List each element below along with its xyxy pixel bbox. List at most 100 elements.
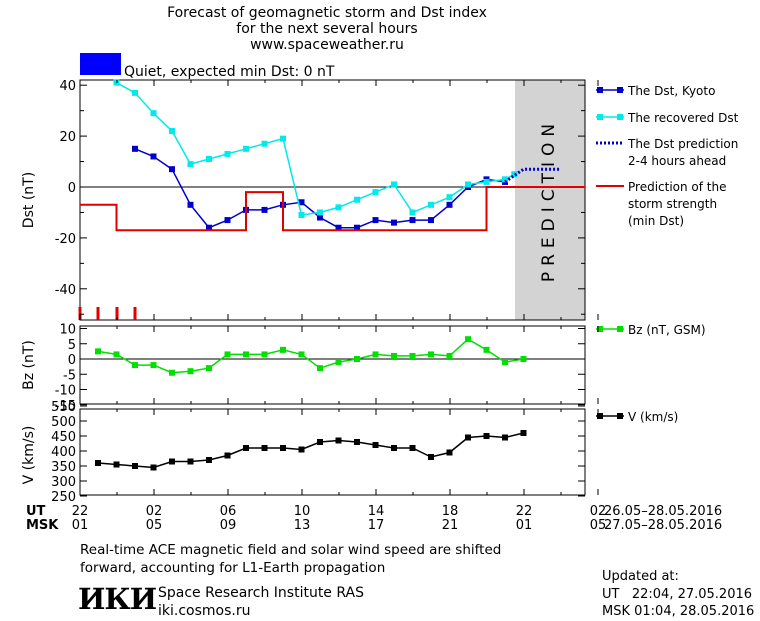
site-link[interactable]: www.spaceweather.ru: [250, 37, 404, 53]
prediction-band: [515, 80, 585, 320]
dst-data-point: [261, 206, 268, 213]
recovered-data-point: [298, 211, 305, 218]
msk-tick-label: 01: [516, 518, 533, 533]
y-tick-label: -20: [55, 232, 76, 247]
dst-panel: PREDICTION Dst (nT) 40 20 0 -20 -40 The Dst, …: [21, 79, 739, 321]
v-data-point: [465, 434, 471, 441]
v-data-point: [372, 442, 379, 448]
msk-tick-label: 13: [294, 518, 311, 533]
bz-data-point: [483, 346, 490, 353]
bz-data-point: [280, 346, 286, 353]
bz-data-point: [243, 351, 249, 358]
ut-tick-label: 06: [220, 504, 237, 519]
bz-data-point: [391, 352, 397, 359]
ut-tick-label: 22: [516, 504, 533, 519]
bz-data-point: [335, 359, 342, 366]
y-tick-label: 300: [51, 475, 76, 490]
status-color-swatch: [80, 53, 121, 75]
y-tick-label: -15: [55, 399, 76, 414]
bz-data-point: [409, 352, 416, 359]
recovered-data-point: [428, 201, 434, 208]
recovered-data-point: [502, 176, 508, 183]
msk-tick-label: 09: [220, 518, 237, 533]
ut-tick-label: 22: [72, 504, 89, 519]
storm-series-line: [80, 186, 585, 232]
y-tick-label: 250: [51, 490, 76, 505]
y-tick-label: 0: [68, 353, 76, 368]
footer-note-line1: Real-time ACE magnetic field and solar w…: [80, 542, 502, 558]
y-tick-label: 0: [68, 181, 76, 196]
v-data-point: [261, 445, 268, 451]
recovered-data-point: [409, 209, 416, 216]
recovered-data-point: [169, 128, 175, 135]
ut-date-range: 26.05–28.05.2016: [604, 504, 722, 519]
institute-url[interactable]: iki.cosmos.ru: [158, 603, 251, 619]
recovered-data-point: [372, 189, 379, 196]
bz-data-point: [428, 351, 434, 358]
legend-marker: [617, 326, 623, 332]
recovered-data-point: [261, 140, 268, 147]
dst-data-point: [298, 199, 305, 206]
legend-marker: [597, 413, 603, 419]
v-data-point: [169, 458, 175, 465]
recovered-data-point: [187, 161, 194, 168]
v-y-axis-label: V (km/s): [21, 426, 37, 485]
recovered-data-point: [391, 181, 397, 188]
v-data-point: [206, 457, 212, 463]
bz-data-point: [354, 356, 360, 362]
y-tick-label: 10: [59, 323, 76, 338]
y-tick-label: 400: [51, 445, 76, 460]
y-tick-label: 550: [51, 400, 76, 415]
bz-data-point: [187, 368, 194, 375]
legend-label: Prediction of the: [628, 180, 727, 194]
bz-y-axis-label: Bz (nT): [21, 340, 37, 390]
v-data-point: [354, 439, 360, 445]
v-data-point: [483, 433, 490, 439]
recovered-data-point: [132, 89, 138, 96]
recovered-data-point: [243, 145, 249, 152]
legend-marker: [597, 326, 603, 332]
dst-data-point: [150, 153, 157, 160]
dst-data-point: [169, 166, 175, 173]
updated-msk: MSK 01:04, 28.05.2016: [602, 604, 755, 619]
legend-marker: [617, 413, 623, 419]
ut-tick-label: 02: [146, 504, 163, 519]
y-tick-label: 450: [51, 430, 76, 445]
institute-info: Space Research Institute RAS iki.cosmos.…: [158, 584, 364, 620]
msk-tick-label: 05: [590, 518, 607, 533]
v-data-point: [243, 445, 249, 451]
msk-tick-label: 05: [146, 518, 163, 533]
recovered-data-point: [511, 171, 518, 178]
dst-data-point: [132, 145, 138, 152]
y-tick-label: 5: [68, 338, 76, 353]
bz-data-point: [502, 359, 508, 366]
ut-tick-label: 14: [368, 504, 385, 519]
recovered-data-point: [317, 209, 323, 216]
legend-label: The Dst, Kyoto: [627, 84, 715, 98]
legend-marker: [617, 114, 623, 120]
bz-data-point: [446, 352, 453, 359]
legend-label: (min Dst): [628, 214, 684, 228]
v-data-point: [335, 437, 342, 444]
bz-series-line: [97, 338, 524, 374]
bz-data-point: [224, 351, 231, 358]
msk-tick-label: 21: [442, 518, 459, 533]
y-tick-label: 350: [51, 460, 76, 475]
dst-data-point: [335, 224, 342, 231]
footer-note-line2: forward, accounting for L1-Earth propaga…: [80, 560, 386, 576]
legend-label: storm strength: [628, 197, 717, 211]
ut-row-label: UT: [26, 504, 46, 519]
prediction-band-label: PREDICTION: [539, 118, 559, 282]
v-data-point: [428, 454, 434, 460]
msk-row-label: MSK: [26, 518, 59, 533]
updated-label: Updated at:: [602, 569, 679, 584]
chart-title-line1: Forecast of geomagnetic storm and Dst in…: [167, 5, 487, 21]
recovered-data-point: [483, 178, 490, 185]
dst-data-point: [206, 224, 212, 231]
bz-data-point: [298, 351, 305, 358]
v-data-point: [150, 464, 157, 471]
institute-name: Space Research Institute RAS: [158, 585, 364, 601]
legend-marker: [597, 114, 603, 120]
y-tick-label: 20: [59, 130, 76, 145]
dst-data-point: [224, 217, 231, 224]
